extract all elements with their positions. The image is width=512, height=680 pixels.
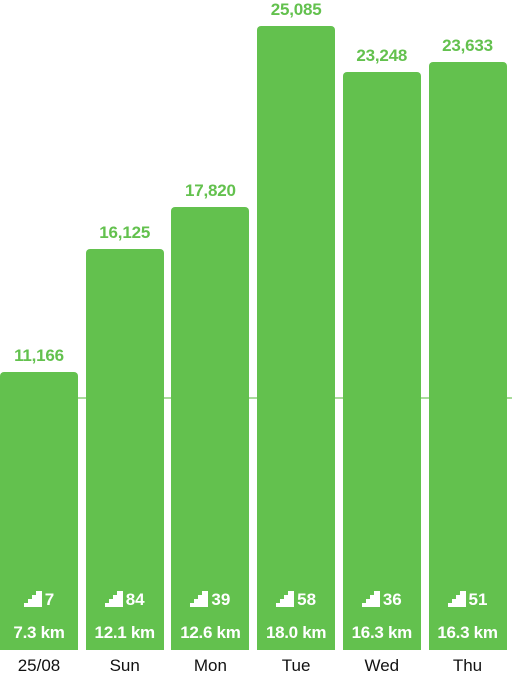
distance-label: 12.1 km	[94, 623, 156, 642]
day-label: Thu	[452, 656, 483, 675]
bar[interactable]	[171, 207, 250, 650]
floors-count: 84	[125, 590, 145, 609]
bar-column[interactable]: 23,633 51 16.3 km Thu	[428, 0, 507, 680]
bar-column[interactable]: 17,820 39 12.6 km Mon	[171, 0, 250, 680]
bar[interactable]	[342, 72, 421, 650]
goal-line	[0, 397, 512, 399]
floors-climbed: 36	[343, 590, 421, 610]
floors-count: 7	[44, 590, 55, 609]
floors-climbed: 51	[429, 590, 507, 610]
floors-count: 39	[211, 590, 231, 609]
distance-label: 12.6 km	[180, 623, 241, 642]
floors-climbed: 39	[171, 590, 249, 610]
bar-column[interactable]: 25,085 58 18.0 km Tue	[257, 0, 336, 680]
stairs-icon	[104, 591, 123, 607]
bar-value-label: 23,248	[356, 46, 408, 65]
stairs-icon	[447, 591, 466, 607]
stairs-icon	[361, 591, 380, 607]
distance-label: 16.3 km	[437, 623, 498, 642]
stairs-icon	[276, 591, 295, 607]
distance-label: 16.3 km	[351, 623, 413, 642]
floors-climbed: 58	[257, 590, 335, 610]
bar[interactable]	[257, 26, 336, 650]
bar-column[interactable]: 23,248 36 16.3 km Wed	[342, 0, 421, 680]
distance-label: 18.0 km	[265, 623, 327, 642]
bar-value-label: 17,820	[184, 181, 236, 200]
stairs-icon	[23, 591, 42, 607]
floors-count: 58	[297, 590, 317, 609]
day-label: Tue	[281, 656, 311, 675]
day-label: Wed	[364, 656, 400, 675]
day-label: Mon	[193, 656, 227, 675]
bar-column[interactable]: 16,125 84 12.1 km Sun	[85, 0, 164, 680]
floors-count: 51	[468, 590, 488, 609]
floors-climbed: 7	[0, 590, 78, 610]
day-label: Sun	[109, 656, 140, 675]
bar-column[interactable]: 11,166 7 7.3 km 25/08	[0, 0, 78, 680]
bar-value-label: 25,085	[270, 0, 322, 19]
floors-count: 36	[382, 590, 402, 609]
day-label: 25/08	[17, 656, 61, 675]
bar[interactable]	[428, 62, 507, 650]
distance-label: 7.3 km	[13, 623, 65, 642]
bar[interactable]	[85, 249, 164, 650]
bar-value-label: 23,633	[442, 36, 493, 55]
bar-value-label: 16,125	[99, 223, 151, 242]
stairs-icon	[190, 591, 209, 607]
bar-value-label: 11,166	[14, 346, 64, 365]
floors-climbed: 84	[86, 590, 164, 610]
